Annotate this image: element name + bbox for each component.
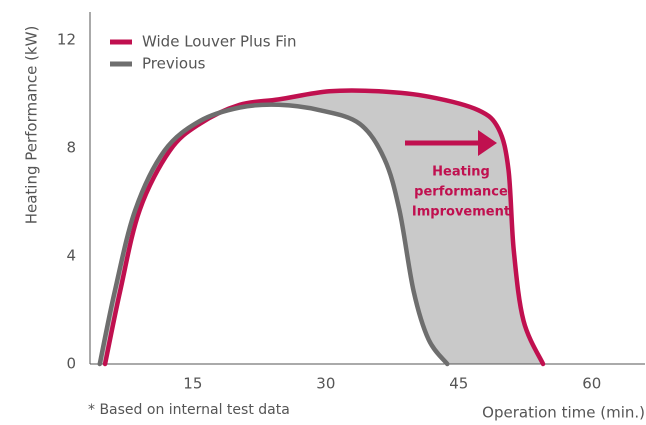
arrow-head — [478, 130, 497, 156]
y-tick-label: 8 — [66, 139, 76, 157]
y-tick-label: 4 — [66, 247, 76, 265]
x-tick-label: 60 — [582, 375, 601, 393]
legend-label: Wide Louver Plus Fin — [142, 33, 297, 51]
y-tick-label: 0 — [66, 355, 76, 373]
footnote: * Based on internal test data — [88, 402, 290, 418]
y-tick-label: 12 — [57, 31, 76, 49]
legend-label: Previous — [142, 55, 206, 73]
x-tick-label: 45 — [449, 375, 468, 393]
improvement-area — [99, 90, 544, 365]
annotation: Heating performance Improvement — [405, 130, 510, 220]
x-axis-label: Operation time (min.) — [482, 404, 645, 422]
series-line — [102, 88, 546, 367]
x-tick-label: 15 — [183, 375, 202, 393]
x-tick-label: 30 — [316, 375, 335, 393]
series-line — [97, 102, 450, 367]
annotation-text: Heating — [432, 165, 490, 180]
y-axis-label: Heating Performance (kW) — [23, 26, 41, 225]
annotation-text: Improvement — [412, 205, 510, 220]
annotation-text: performance — [414, 185, 508, 200]
